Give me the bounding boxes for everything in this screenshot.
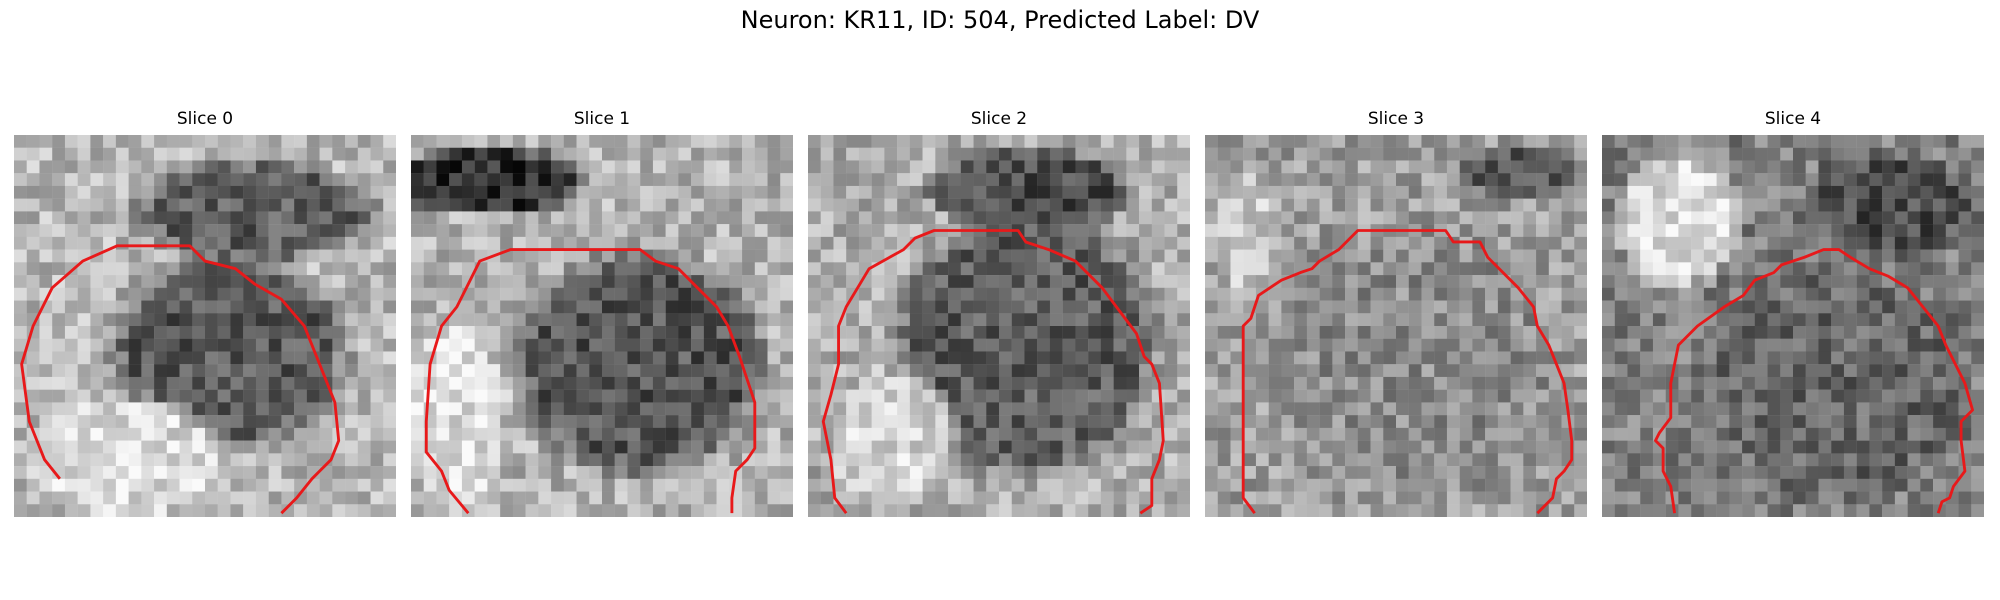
slice-image xyxy=(808,135,1190,517)
contour-line xyxy=(1241,229,1574,515)
slice-panel-2: Slice 2 xyxy=(808,105,1190,517)
contour-line xyxy=(424,248,757,515)
slice-image xyxy=(411,135,793,517)
contour-line xyxy=(1654,248,1974,514)
slice-title: Slice 0 xyxy=(176,109,234,129)
slice-panel-3: Slice 3 xyxy=(1205,105,1587,517)
slice-image xyxy=(1602,135,1984,517)
slice-title: Slice 2 xyxy=(970,109,1028,129)
contour-line xyxy=(821,229,1165,515)
slice-image xyxy=(1205,135,1587,517)
contour-line xyxy=(20,244,341,515)
figure-title: Neuron: KR11, ID: 504, Predicted Label: … xyxy=(740,6,1260,34)
slice-title: Slice 4 xyxy=(1764,109,1822,129)
slice-title: Slice 3 xyxy=(1367,109,1425,129)
slice-panel-4: Slice 4 xyxy=(1602,105,1984,517)
slice-panel-1: Slice 1 xyxy=(411,105,793,517)
slice-panel-0: Slice 0 xyxy=(14,105,396,517)
slice-image xyxy=(14,135,396,517)
slice-title: Slice 1 xyxy=(573,109,631,129)
